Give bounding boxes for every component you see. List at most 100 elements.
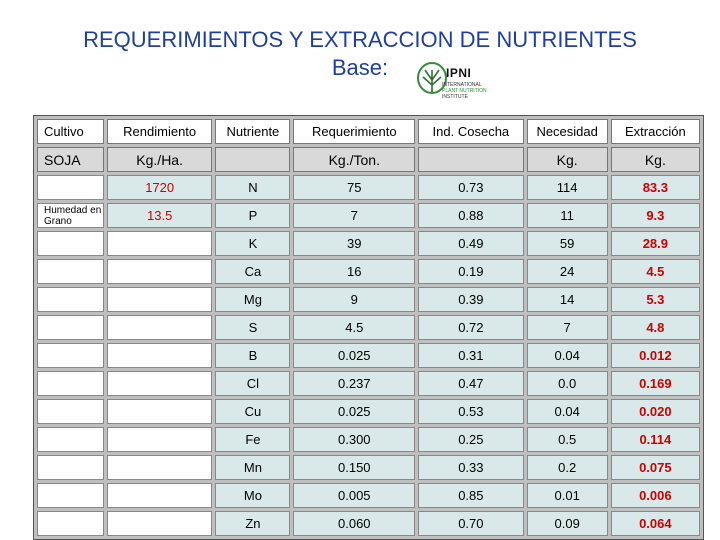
crop-cell-empty bbox=[37, 343, 104, 368]
harvest-index-cell: 0.31 bbox=[418, 343, 524, 368]
yield-cell-empty bbox=[106, 427, 213, 452]
crop-cell-empty bbox=[37, 315, 104, 340]
requirement-cell: 0.025 bbox=[293, 399, 416, 424]
yield-cell-empty bbox=[106, 343, 213, 368]
header-row: Cultivo Rendimiento Nutriente Requerimie… bbox=[37, 119, 700, 144]
extraction-cell: 0.012 bbox=[610, 343, 700, 368]
table-row: Mo 0.005 0.85 0.01 0.006 bbox=[37, 483, 700, 508]
nutrient-cell: Mn bbox=[215, 455, 291, 480]
extraction-cell: 0.020 bbox=[610, 399, 700, 424]
need-cell: 14 bbox=[526, 287, 608, 312]
table-row: K 39 0.49 59 28.9 bbox=[37, 231, 700, 256]
nutrient-table: Cultivo Rendimiento Nutriente Requerimie… bbox=[33, 115, 704, 540]
header-nutriente: Nutriente bbox=[215, 119, 291, 144]
logo-line-2: PLANT NUTRITION bbox=[442, 88, 487, 94]
harvest-index-cell: 0.70 bbox=[418, 511, 524, 536]
nutrient-cell: Cu bbox=[215, 399, 291, 424]
logo-line-1: INTERNATIONAL bbox=[442, 82, 482, 88]
header-rendimiento: Rendimiento bbox=[106, 119, 213, 144]
yield-cell-empty bbox=[106, 455, 213, 480]
nutrient-cell: Cl bbox=[215, 371, 291, 396]
extraction-cell: 0.114 bbox=[610, 427, 700, 452]
need-cell: 59 bbox=[526, 231, 608, 256]
header-cultivo: Cultivo bbox=[37, 119, 104, 144]
yield-cell-empty bbox=[106, 315, 213, 340]
header-ind-cosecha: Ind. Cosecha bbox=[418, 119, 524, 144]
header-necesidad: Necesidad bbox=[526, 119, 608, 144]
extraction-cell: 5.3 bbox=[610, 287, 700, 312]
table-row: 1720 N 75 0.73 114 83.3 bbox=[37, 175, 700, 200]
unit-extraction: Kg. bbox=[610, 147, 700, 172]
table-row: Cl 0.237 0.47 0.0 0.169 bbox=[37, 371, 700, 396]
need-cell: 24 bbox=[526, 259, 608, 284]
requirement-cell: 39 bbox=[293, 231, 416, 256]
crop-cell-empty bbox=[37, 175, 104, 200]
unit-nutrient-empty bbox=[215, 147, 291, 172]
crop-cell-empty bbox=[37, 399, 104, 424]
crop-cell-empty bbox=[37, 231, 104, 256]
page-title: REQUERIMIENTOS Y EXTRACCION DE NUTRIENTE… bbox=[0, 26, 720, 82]
nutrient-cell: S bbox=[215, 315, 291, 340]
requirement-cell: 16 bbox=[293, 259, 416, 284]
table-row: Zn 0.060 0.70 0.09 0.064 bbox=[37, 511, 700, 536]
title-line-1: REQUERIMIENTOS Y EXTRACCION DE NUTRIENTE… bbox=[83, 27, 637, 52]
crop-cell-empty bbox=[37, 511, 104, 536]
harvest-index-cell: 0.25 bbox=[418, 427, 524, 452]
table-row: S 4.5 0.72 7 4.8 bbox=[37, 315, 700, 340]
harvest-index-cell: 0.47 bbox=[418, 371, 524, 396]
harvest-index-cell: 0.33 bbox=[418, 455, 524, 480]
extraction-cell: 83.3 bbox=[610, 175, 700, 200]
table-row: Humedad en Grano 13.5 P 7 0.88 11 9.3 bbox=[37, 203, 700, 228]
nutrient-cell: N bbox=[215, 175, 291, 200]
table-row: Mn 0.150 0.33 0.2 0.075 bbox=[37, 455, 700, 480]
humidity-label: Humedad en Grano bbox=[37, 203, 104, 228]
yield-cell-empty bbox=[106, 287, 213, 312]
requirement-cell: 75 bbox=[293, 175, 416, 200]
crop-cell-empty bbox=[37, 483, 104, 508]
need-cell: 0.5 bbox=[526, 427, 608, 452]
need-cell: 0.04 bbox=[526, 343, 608, 368]
logo-subtitle: INTERNATIONAL PLANT NUTRITION INSTITUTE bbox=[442, 82, 512, 100]
requirement-cell: 0.300 bbox=[293, 427, 416, 452]
extraction-cell: 0.006 bbox=[610, 483, 700, 508]
requirement-cell: 0.005 bbox=[293, 483, 416, 508]
nutrient-cell: P bbox=[215, 203, 291, 228]
extraction-cell: 0.169 bbox=[610, 371, 700, 396]
requirement-cell: 0.150 bbox=[293, 455, 416, 480]
crop-cell-empty bbox=[37, 259, 104, 284]
requirement-cell: 0.060 bbox=[293, 511, 416, 536]
need-cell: 0.01 bbox=[526, 483, 608, 508]
nutrient-cell: Zn bbox=[215, 511, 291, 536]
need-cell: 0.04 bbox=[526, 399, 608, 424]
unit-requirement: Kg./Ton. bbox=[293, 147, 416, 172]
requirement-cell: 7 bbox=[293, 203, 416, 228]
yield-cell-empty bbox=[106, 511, 213, 536]
need-cell: 0.2 bbox=[526, 455, 608, 480]
harvest-index-cell: 0.19 bbox=[418, 259, 524, 284]
unit-harvest-empty bbox=[418, 147, 524, 172]
nutrient-cell: Mg bbox=[215, 287, 291, 312]
yield-cell-empty bbox=[106, 483, 213, 508]
need-cell: 11 bbox=[526, 203, 608, 228]
need-cell: 0.0 bbox=[526, 371, 608, 396]
harvest-index-cell: 0.53 bbox=[418, 399, 524, 424]
harvest-index-cell: 0.39 bbox=[418, 287, 524, 312]
extraction-cell: 9.3 bbox=[610, 203, 700, 228]
nutrient-cell: B bbox=[215, 343, 291, 368]
header-extraccion: Extracción bbox=[610, 119, 700, 144]
nutrient-cell: Ca bbox=[215, 259, 291, 284]
need-cell: 7 bbox=[526, 315, 608, 340]
table-row: Cu 0.025 0.53 0.04 0.020 bbox=[37, 399, 700, 424]
unit-need: Kg. bbox=[526, 147, 608, 172]
harvest-index-cell: 0.85 bbox=[418, 483, 524, 508]
ipni-logo: IPNI INTERNATIONAL PLANT NUTRITION INSTI… bbox=[416, 58, 506, 106]
requirement-cell: 0.237 bbox=[293, 371, 416, 396]
requirement-cell: 9 bbox=[293, 287, 416, 312]
crop-cell-empty bbox=[37, 455, 104, 480]
table-row: B 0.025 0.31 0.04 0.012 bbox=[37, 343, 700, 368]
plant-leaf-icon bbox=[417, 62, 447, 94]
yield-cell-empty bbox=[106, 231, 213, 256]
table-row: Mg 9 0.39 14 5.3 bbox=[37, 287, 700, 312]
title-line-2: Base: bbox=[331, 55, 389, 80]
header-requerimiento: Requerimiento bbox=[293, 119, 416, 144]
